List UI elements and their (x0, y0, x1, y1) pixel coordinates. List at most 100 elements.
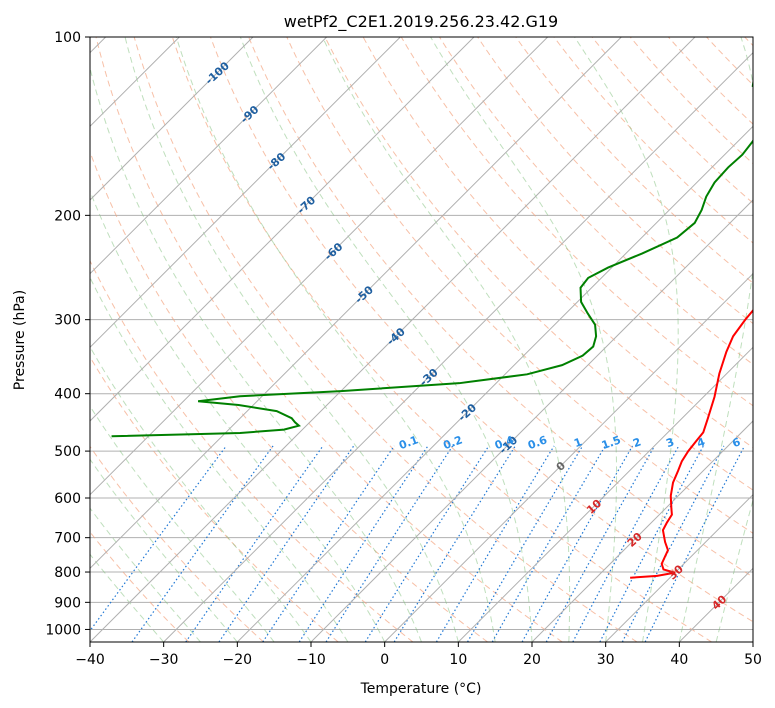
mixing-ratio-line (393, 445, 516, 642)
isotherm-line (90, 37, 549, 496)
moist-adiabat-line (678, 37, 753, 642)
mixing-ratio-label: 4 (695, 435, 707, 450)
plot-frame (89, 36, 754, 643)
isotherm-grid (90, 37, 753, 642)
moist-adiabat-line (90, 458, 238, 642)
y-tick-label: 500 (54, 444, 81, 460)
mixing-ratio-label: 6 (731, 435, 743, 450)
isotherm-line (90, 37, 254, 201)
mixing-ratio-labels: 0.10.20.40.611.52346810131620253036 (397, 433, 743, 452)
moist-adiabat-line (90, 276, 349, 642)
mixing-ratio-line (545, 445, 656, 642)
x-tick-label: −10 (296, 652, 326, 668)
mixing-ratio-line (466, 445, 584, 642)
moist-adiabat-line (430, 37, 618, 642)
dry-adiabat-line (90, 445, 264, 642)
mixing-ratio-label: 1 (572, 435, 584, 450)
moist-adiabat-line (715, 498, 753, 642)
mixing-ratio-label: 2 (631, 435, 643, 450)
isotherm-line (90, 37, 401, 349)
y-tick-label: 300 (54, 313, 81, 329)
mixing-ratio-line (298, 445, 429, 642)
x-tick-label: 0 (380, 652, 389, 668)
y-tick-label: 600 (54, 491, 81, 507)
sounding-profiles (111, 77, 753, 579)
x-axis: −40 −30 −20 −10 0 10 20 30 40 50 (75, 642, 762, 668)
isotherm-line (90, 37, 328, 275)
moist-adiabat-line (175, 37, 496, 642)
y-axis: 100 200 300 400 500 600 700 800 900 1000 (45, 30, 90, 638)
mixing-ratio-line (644, 445, 746, 642)
x-tick-label: −20 (223, 652, 253, 668)
dry-adiabat-line (515, 37, 753, 284)
mixing-ratio-lines (90, 445, 746, 642)
y-tick-label: 700 (54, 531, 81, 547)
dry-adiabat-line (133, 37, 638, 642)
y-axis-title: Pressure (hPa) (12, 290, 28, 390)
x-tick-label: 20 (523, 652, 541, 668)
moist-adiabat-line (90, 507, 201, 642)
isotherm-line (384, 272, 753, 642)
y-tick-label: 400 (54, 387, 81, 403)
x-tick-label: 30 (597, 652, 615, 668)
dry-adiabat-line (95, 37, 563, 642)
mixing-ratio-line (435, 445, 555, 642)
isotherm-line (457, 346, 753, 642)
dry-adiabat-line (477, 37, 753, 325)
moist-adiabat-line (574, 37, 679, 642)
mixing-ratio-line (131, 445, 274, 642)
mixing-ratio-label: 0.1 (397, 433, 420, 452)
moist-adiabat-line (90, 553, 165, 642)
mixing-ratio-line (521, 445, 634, 642)
x-tick-label: −40 (75, 652, 105, 668)
mixing-ratio-label: 0.4 (493, 433, 516, 452)
x-tick-label: 10 (449, 652, 467, 668)
y-tick-label: 100 (54, 30, 81, 46)
y-tick-label: 900 (54, 595, 81, 611)
mixing-ratio-label: 3 (664, 435, 676, 450)
moist-adiabat-line (90, 189, 386, 642)
y-tick-label: 800 (54, 565, 81, 581)
dry-adiabat-line (248, 37, 753, 578)
mixing-ratio-line (218, 445, 355, 642)
dry-adiabat-line (324, 37, 753, 491)
moist-adiabat-line (90, 66, 422, 642)
sounding-profile-1 (111, 77, 753, 438)
mixing-ratio-line (185, 445, 324, 642)
sounding-profile-0 (630, 308, 753, 579)
mixing-ratio-line (364, 445, 490, 642)
x-axis-title: Temperature (°C) (360, 681, 482, 697)
y-tick-label: 1000 (45, 622, 81, 638)
dry-adiabats (90, 37, 753, 642)
dry-adiabat-line (90, 259, 414, 642)
moist-adiabat-line (90, 405, 275, 642)
moist-adiabat-line (322, 37, 571, 642)
x-tick-label: 40 (670, 652, 688, 668)
isotherm-line (90, 37, 622, 570)
mixing-ratio-line (325, 445, 454, 642)
isotherm-line (90, 37, 475, 422)
dry-adiabat-line (210, 37, 753, 623)
mixing-ratio-label: 1.5 (600, 433, 623, 452)
moist-adiabat-line (239, 37, 533, 642)
moist-adiabat-line (124, 37, 459, 642)
isotherm-line (163, 51, 753, 642)
x-tick-label: −30 (149, 652, 179, 668)
y-tick-label: 200 (54, 208, 81, 224)
plot-area: -100-90-80-70-60-50-40-30-20-10010203040… (90, 37, 753, 642)
x-tick-label: 50 (744, 652, 762, 668)
dry-adiabat-line (591, 37, 753, 204)
isotherm-line (531, 420, 753, 642)
mixing-ratio-line (262, 445, 395, 642)
isotherm-line (90, 37, 696, 642)
isotherm-line (310, 199, 753, 642)
dry-adiabat-line (171, 37, 712, 642)
mixing-ratio-label: 0.6 (526, 433, 549, 452)
mixing-ratio-label: 0.2 (441, 433, 464, 452)
chart-title: wetPf2_C2E1.2019.256.23.42.G19 (284, 12, 558, 32)
isotherm-line (605, 493, 753, 642)
isotherm-line (236, 125, 753, 642)
dry-adiabat-line (400, 37, 753, 407)
